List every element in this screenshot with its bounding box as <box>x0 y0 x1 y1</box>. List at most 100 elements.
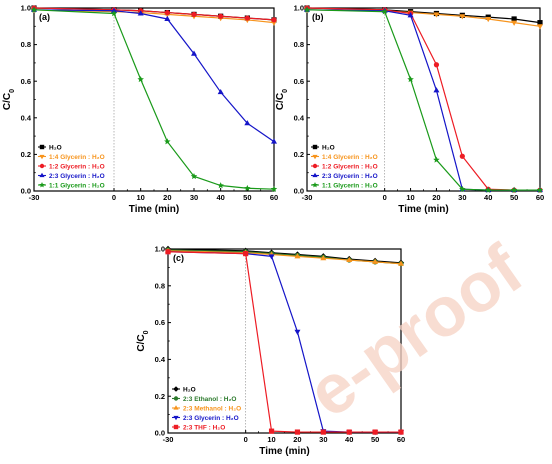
chart-panel-3: -30 0 10 20 30 40 50 60 0.0 0.2 0.4 0.6 0.8 1.0 Time (… <box>136 245 405 457</box>
x-tick-label: 30 <box>190 193 198 202</box>
x-axis-title: Time (min) <box>129 204 179 215</box>
series-line <box>167 248 402 264</box>
x-tick-label: 50 <box>510 193 518 202</box>
data-point <box>484 186 492 193</box>
y-tick-label: 0.6 <box>294 77 304 86</box>
y-tick-label: 0.2 <box>294 150 304 159</box>
y-axis-title: C/C0 <box>136 330 150 351</box>
data-point <box>268 428 275 434</box>
data-point <box>398 260 404 266</box>
x-tick-label: 20 <box>432 193 440 202</box>
data-point <box>294 329 301 335</box>
data-point <box>271 17 277 23</box>
y-tick-label: 0.0 <box>21 187 31 196</box>
legend-marker <box>39 163 45 169</box>
y-tick-label: 0.8 <box>294 40 304 49</box>
y-tick-label: 0.0 <box>294 187 304 196</box>
data-point <box>243 251 249 257</box>
data-point <box>244 184 251 192</box>
data-point <box>164 138 171 145</box>
legend-marker <box>39 154 45 160</box>
data-point <box>511 20 518 26</box>
data-point <box>459 185 466 192</box>
x-tick-label: 0 <box>112 193 116 202</box>
data-point <box>270 185 278 192</box>
chart-panel-1: -30 0 10 20 30 40 50 60 0.0 0.2 0.4 0.6 0.8 1.0 Time (… <box>2 4 278 215</box>
data-point <box>268 254 275 260</box>
legend-marker <box>312 172 318 178</box>
data-point <box>459 14 466 20</box>
y-tick-label: 0.8 <box>155 281 165 290</box>
data-point <box>218 13 224 19</box>
data-point <box>372 258 379 264</box>
series-line <box>33 9 275 24</box>
data-point <box>271 138 277 144</box>
data-point <box>346 429 352 435</box>
legend-marker <box>173 415 179 421</box>
data-point <box>294 253 301 259</box>
x-tick-label: -30 <box>163 435 174 444</box>
data-point <box>433 12 440 18</box>
legend-label: 2:3 Ethanol : H₂O <box>183 396 236 403</box>
legend-marker <box>312 154 318 160</box>
y-tick-label: 1.0 <box>21 4 31 13</box>
legend-marker <box>173 396 179 401</box>
legend-label: 2:3 Glycerin : H₂O <box>49 173 105 180</box>
legend-marker <box>39 144 45 150</box>
data-point <box>294 429 301 435</box>
data-point <box>407 12 414 18</box>
legend-marker <box>312 163 318 169</box>
x-tick-label: 50 <box>243 193 251 202</box>
data-point <box>137 10 144 16</box>
series-line <box>306 9 540 191</box>
data-point <box>217 88 224 95</box>
x-tick-label: 50 <box>371 435 379 444</box>
legend-label: 1:4 Glycerin : H₂O <box>322 154 378 161</box>
panel-label: (a) <box>39 12 50 22</box>
data-point <box>372 429 378 435</box>
y-tick-label: 0.4 <box>155 355 166 364</box>
data-point <box>190 172 198 180</box>
y-tick-label: 1.0 <box>294 4 304 13</box>
x-tick-label: 40 <box>484 193 492 202</box>
legend-label: H₂O <box>183 386 196 393</box>
x-axis-title: Time (min) <box>398 204 448 215</box>
series-line <box>167 250 402 265</box>
x-tick-label: 40 <box>345 435 353 444</box>
x-tick-label: -30 <box>302 193 313 202</box>
y-tick-label: 0.2 <box>21 150 31 159</box>
y-tick-label: 0.8 <box>21 40 31 49</box>
x-tick-label: 0 <box>383 193 387 202</box>
data-point <box>381 8 388 15</box>
panel-label: (c) <box>173 253 184 263</box>
data-point <box>320 429 326 435</box>
panel-label: (b) <box>312 12 324 22</box>
data-point <box>537 20 543 26</box>
series-line <box>33 9 275 190</box>
legend-marker <box>39 172 45 178</box>
x-tick-label: 0 <box>244 435 248 444</box>
data-point <box>244 120 251 126</box>
x-tick-label: -30 <box>29 193 40 202</box>
legend-label: 2:3 THF : H₂O <box>183 424 225 431</box>
legend: H₂O 2:3 Ethanol : H₂O 2:3 Methanol : H₂O 2:… <box>172 386 241 431</box>
data-point <box>303 6 311 13</box>
data-point <box>346 256 353 263</box>
data-point <box>433 156 440 163</box>
x-tick-label: 20 <box>163 193 171 202</box>
x-tick-label: 60 <box>536 193 544 202</box>
series-5 <box>165 249 404 435</box>
legend-marker <box>39 182 45 188</box>
data-point <box>485 16 492 23</box>
series-2 <box>165 247 404 267</box>
series-line <box>33 7 275 21</box>
x-tick-label: 60 <box>397 435 405 444</box>
series-line <box>33 9 275 143</box>
data-point <box>165 249 171 255</box>
y-tick-label: 1.0 <box>155 245 165 254</box>
legend: H₂O 1:4 Glycerin : H₂O 1:2 Glycerin : H₂O 2… <box>38 144 105 189</box>
legend-marker <box>173 386 179 392</box>
y-axis-title: C/C0 <box>2 89 16 110</box>
data-point <box>30 6 38 13</box>
